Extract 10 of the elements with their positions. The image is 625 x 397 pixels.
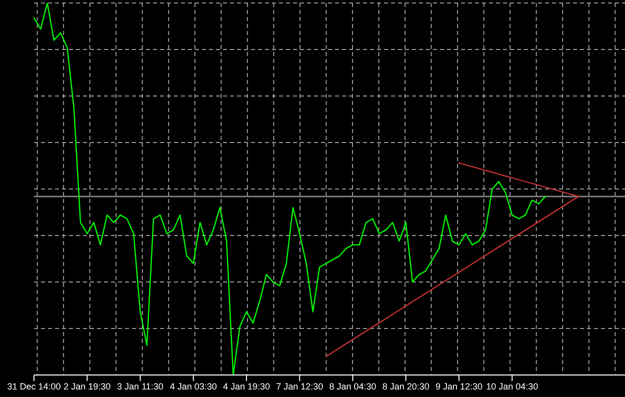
x-tick-label: 3 Jan 11:30 xyxy=(117,381,164,392)
x-tick-label: 31 Dec 14:00 xyxy=(7,381,61,392)
x-tick-label: 10 Jan 04:30 xyxy=(486,381,538,392)
x-tick-label: 4 Jan 19:30 xyxy=(222,381,270,392)
x-tick-label: 8 Jan 20:30 xyxy=(382,381,430,392)
x-tick-label: 7 Jan 12:30 xyxy=(276,381,324,392)
x-tick-label: 8 Jan 04:30 xyxy=(329,381,376,392)
x-tick-label: 2 Jan 19:30 xyxy=(64,381,111,392)
x-tick-label: 9 Jan 12:30 xyxy=(435,381,483,392)
x-tick-label: 4 Jan 03:30 xyxy=(170,381,217,392)
